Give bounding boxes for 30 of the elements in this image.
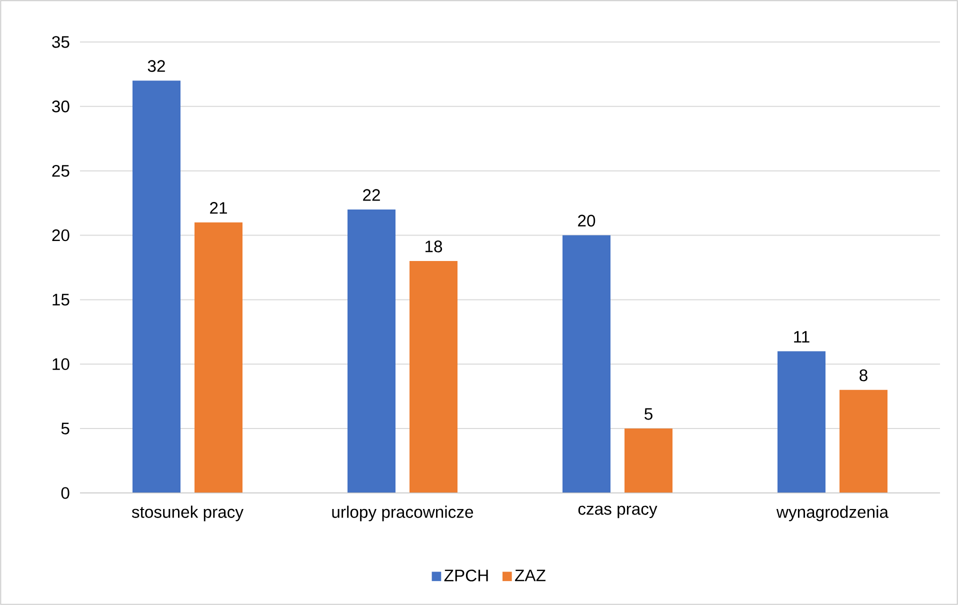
data-label: 21 [210, 202, 227, 214]
bar [777, 351, 826, 493]
bar [348, 210, 396, 493]
x-tick-label: urlopy pracownicze [332, 506, 474, 522]
y-tick-label: 0 [61, 487, 70, 499]
y-tick-label: 10 [52, 358, 70, 370]
legend-label: ZPCH [444, 570, 488, 582]
bar [194, 222, 242, 493]
x-tick-label: wynagrodzenia [776, 506, 889, 522]
data-label: 20 [578, 214, 596, 227]
bar [562, 235, 610, 493]
x-tick-label: czas pracy [578, 506, 658, 518]
bar [624, 428, 672, 493]
data-label: 8 [860, 369, 868, 382]
bar [132, 80, 181, 493]
data-label: 32 [148, 60, 165, 72]
y-tick-label: 25 [52, 164, 70, 177]
data-label: 22 [363, 189, 380, 201]
y-tick-label: 5 [61, 422, 70, 434]
x-tick-label: stosunek pracy [132, 506, 244, 522]
bar [840, 390, 888, 493]
y-tick-label: 35 [52, 36, 70, 48]
bar [410, 261, 458, 493]
data-label: 5 [644, 408, 652, 420]
y-tick-label: 30 [52, 100, 70, 112]
data-label: 11 [794, 331, 810, 343]
y-tick-label: 20 [52, 229, 70, 242]
legend-label: ZAZ [515, 570, 546, 582]
data-label: 18 [426, 240, 442, 252]
y-tick-label: 15 [52, 294, 70, 306]
